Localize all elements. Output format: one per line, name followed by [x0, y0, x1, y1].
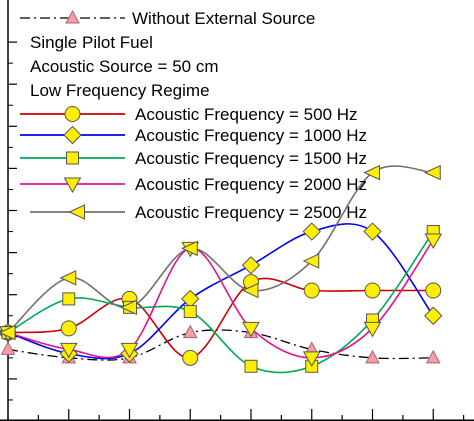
annotation-2: Low Frequency Regime — [30, 81, 210, 100]
legend-marker-3 — [66, 151, 79, 165]
legend-label-4: Acoustic Frequency = 2000 Hz — [135, 175, 367, 194]
legend-label-5: Acoustic Frequency = 2500 Hz — [135, 203, 367, 222]
data-point-s4-7 — [424, 233, 443, 249]
data-point-s2-5 — [302, 222, 321, 241]
data-point-s5-0 — [0, 324, 16, 341]
data-point-s3-1 — [62, 292, 76, 306]
series-markers — [0, 164, 443, 373]
data-point-s3-4 — [244, 359, 258, 373]
data-point-s0-3 — [182, 324, 198, 339]
data-point-s0-0 — [0, 341, 16, 355]
legend-marker-2 — [63, 125, 82, 145]
data-point-s5-2 — [120, 299, 137, 316]
data-point-s4-2 — [120, 342, 139, 359]
data-point-s1-1 — [60, 320, 77, 337]
data-point-s2-3 — [181, 289, 200, 309]
data-point-s0-7 — [425, 349, 441, 364]
data-point-s5-3 — [181, 240, 198, 257]
data-point-s1-7 — [425, 282, 442, 299]
data-point-s5-7 — [424, 164, 441, 181]
legend-label-2: Acoustic Frequency = 1000 Hz — [135, 126, 367, 145]
data-point-s1-6 — [364, 282, 381, 299]
annotation-1: Acoustic Source = 50 cm — [30, 57, 219, 76]
annotations: Single Pilot Fuel Acoustic Source = 50 cm… — [30, 33, 219, 100]
data-point-s5-6 — [363, 164, 380, 181]
data-point-s5-1 — [59, 270, 77, 286]
data-point-s1-3 — [182, 349, 199, 366]
legend-marker-1 — [64, 106, 81, 122]
legend-label-1: Acoustic Frequency = 500 Hz — [135, 105, 358, 124]
legend-label-3: Acoustic Frequency = 1500 Hz — [135, 149, 367, 168]
legend-marker-4 — [63, 177, 82, 194]
data-point-s4-6 — [363, 321, 382, 338]
series-lines — [7, 165, 434, 374]
legend-label-0: Without External Source — [132, 9, 315, 28]
data-point-s4-1 — [59, 342, 78, 359]
legend-marker-5 — [68, 204, 85, 220]
series-line-1 — [7, 277, 434, 359]
legend-marker-0 — [65, 9, 80, 24]
data-point-s4-5 — [302, 351, 321, 367]
legend: Without External Source Acoustic Frequenc… — [20, 9, 367, 222]
data-point-s2-6 — [363, 222, 382, 241]
data-point-s1-5 — [303, 282, 320, 299]
data-point-s0-6 — [365, 349, 380, 364]
data-point-s5-5 — [302, 253, 320, 269]
data-point-s2-4 — [241, 256, 261, 275]
data-point-s2-7 — [424, 306, 443, 325]
annotation-0: Single Pilot Fuel — [30, 33, 153, 52]
data-point-s5-4 — [241, 282, 259, 299]
data-point-s4-4 — [242, 321, 260, 338]
data-point-s3-3 — [183, 305, 197, 319]
